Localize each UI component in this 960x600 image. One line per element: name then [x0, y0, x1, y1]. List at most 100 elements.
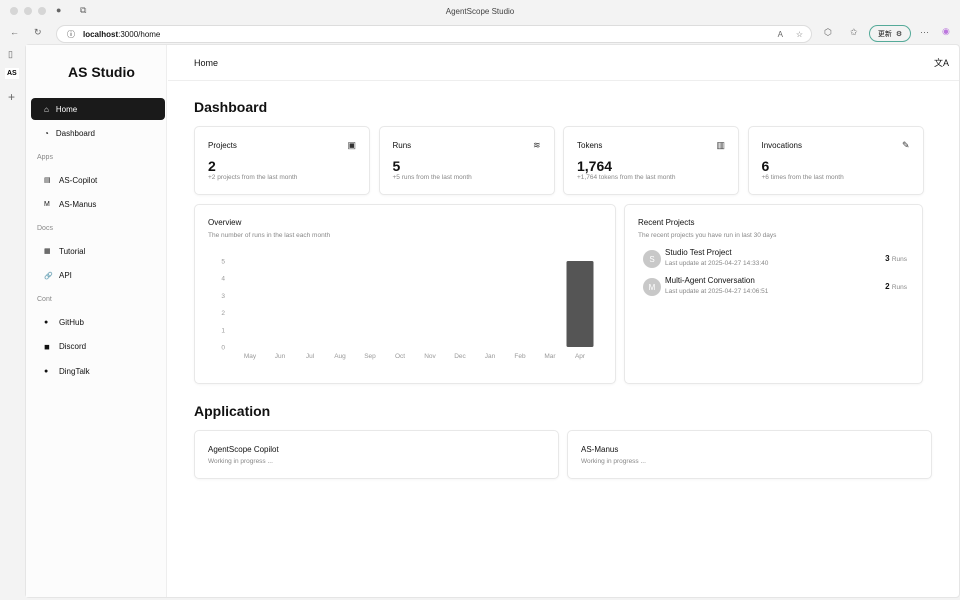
logo: AS Studio	[68, 64, 135, 80]
application-card[interactable]: AS-Manus Working in progress ...	[567, 430, 932, 479]
tab-favicon[interactable]: AS	[5, 68, 19, 79]
page-title: Home	[194, 57, 219, 68]
recent-projects-card: Recent Projects The recent projects you …	[624, 204, 923, 384]
recent-project-item[interactable]: S Studio Test Project Last update at 2025-…	[643, 247, 907, 271]
more-icon[interactable]: ⋯	[920, 27, 929, 37]
browser-toolbar: ← ↻ ⓘ localhost:3000/home ☆ A ⬡ ✩ 更新 ⚙ ⋯ …	[0, 22, 960, 44]
sidebar-item-as-manus[interactable]: M AS-Manus	[44, 200, 97, 209]
sidebar-item-dashboard[interactable]: ◔ Dashboard	[44, 129, 95, 138]
x-tick-label: Jan	[485, 353, 496, 360]
x-tick-label: Sep	[364, 353, 376, 360]
main-content: Home 文A Dashboard Projects ▣ 2 +2 projects …	[168, 45, 959, 597]
copilot-icon: ▤	[44, 177, 51, 184]
app-window: AS Studio ⌂ Home ◔ Dashboard Apps ▤ AS-Copilot…	[25, 44, 960, 598]
sidebar-section-title: Cont	[37, 296, 52, 303]
extensions-icon[interactable]: ⬡	[824, 27, 832, 37]
read-aloud-icon[interactable]: A	[777, 29, 783, 39]
copilot-browser-icon[interactable]: ◉	[942, 26, 950, 36]
stat-value: 6	[761, 158, 770, 174]
translate-icon[interactable]: 文A	[933, 58, 949, 68]
page-header: Home 文A	[168, 45, 959, 81]
recent-subtitle: The recent projects you have run in last…	[638, 232, 777, 239]
overview-card: Overview The number of runs in the last …	[194, 204, 616, 384]
back-icon[interactable]: ←	[10, 27, 19, 37]
application-title: Application	[194, 403, 271, 419]
x-tick-label: Aug	[334, 353, 346, 360]
favorite-icon[interactable]: ☆	[795, 29, 803, 39]
y-tick-label: 0	[221, 345, 225, 352]
manus-icon: M	[44, 201, 50, 208]
update-button[interactable]: 更新 ⚙	[869, 25, 911, 42]
stat-value: 2	[208, 158, 216, 174]
stat-value: 5	[392, 158, 401, 174]
sidebar-item-tutorial[interactable]: ▦ Tutorial	[44, 246, 86, 256]
avatar: S	[643, 250, 661, 268]
link-icon: 🔗	[44, 272, 53, 280]
runs-bar-chart: 0 1 2 3 4 5 May Jun Jul Aug Sep Oct Nov Dec Jan Feb Mar A…	[221, 259, 594, 360]
recent-title: Recent Projects	[638, 218, 695, 227]
sidebar-item-as-copilot[interactable]: ▤ AS-Copilot	[44, 175, 98, 185]
sidebar-section-title: Apps	[37, 154, 53, 161]
profile-icon[interactable]: ●	[56, 5, 62, 15]
stat-card-projects: Projects ▣ 2 +2 projects from the last mont…	[194, 126, 370, 195]
layers-icon: ≋	[532, 140, 541, 150]
x-tick-label: Jun	[275, 353, 286, 360]
tabs-icon[interactable]: ⧉	[80, 5, 87, 15]
overview-subtitle: The number of runs in the last each mont…	[208, 232, 331, 239]
y-tick-label: 2	[221, 310, 225, 317]
sidebar-item-github[interactable]: ● GitHub	[44, 317, 84, 327]
sidebar-nav: ⌂ Home ◔ Dashboard Apps ▤ AS-Copilot M AS-Manus D…	[31, 98, 165, 385]
sidebar: AS Studio ⌂ Home ◔ Dashboard Apps ▤ AS-Copilot…	[26, 45, 167, 597]
application-card[interactable]: AgentScope Copilot Working in progress ..…	[194, 430, 559, 479]
recent-project-item[interactable]: M Multi-Agent Conversation Last update at …	[643, 275, 907, 299]
window-titlebar: ● ⧉ AgentScope Studio	[0, 0, 960, 22]
sidebar-section-title: Docs	[37, 225, 53, 232]
archive-icon: ▣	[347, 140, 356, 150]
stat-card-runs: Runs ≋ 5 +5 runs from the last month	[378, 126, 555, 195]
x-tick-label: Mar	[544, 353, 556, 360]
dingtalk-icon: ●	[44, 367, 49, 375]
x-tick-label: Nov	[424, 353, 436, 360]
stat-subtitle: +6 times from the last month	[761, 174, 844, 181]
discord-icon: ◼	[44, 343, 50, 351]
x-tick-label: Oct	[395, 353, 405, 360]
book-icon: ▦	[44, 248, 51, 255]
vertical-tab-strip: ▯ AS +	[0, 44, 25, 600]
home-icon: ⌂	[44, 104, 49, 114]
x-tick-label: Dec	[454, 353, 466, 360]
x-tick-label: May	[244, 353, 257, 360]
info-icon[interactable]: ⓘ	[67, 29, 75, 39]
stat-subtitle: +1,764 tokens from the last month	[577, 174, 676, 181]
overview-title: Overview	[208, 218, 242, 227]
sidebar-item-home[interactable]: ⌂ Home	[31, 98, 165, 120]
run-count: 2 Runs	[885, 282, 907, 291]
stat-card-tokens: Tokens ▥ 1,764 +1,764 tokens from the last …	[563, 126, 739, 195]
y-tick-label: 5	[221, 259, 225, 266]
sidebar-toggle-icon[interactable]: ▯	[8, 49, 13, 59]
stat-card-invocations: Invocations ✎ 6 +6 times from the last mont…	[747, 126, 924, 195]
stat-subtitle: +2 projects from the last month	[208, 174, 298, 181]
x-tick-label: Apr	[575, 353, 586, 360]
favorites-icon[interactable]: ✩	[850, 27, 858, 37]
sidebar-item-api[interactable]: 🔗 API	[44, 271, 72, 280]
bar-apr	[566, 261, 594, 347]
run-count: 3 Runs	[885, 254, 907, 263]
y-tick-label: 1	[221, 327, 225, 334]
stat-value: 1,764	[577, 158, 613, 174]
avatar: M	[643, 278, 661, 296]
stat-subtitle: +5 runs from the last month	[392, 174, 472, 181]
window-controls[interactable]	[10, 7, 46, 15]
x-tick-label: Jul	[306, 353, 315, 360]
github-icon: ●	[44, 318, 49, 326]
sidebar-item-discord[interactable]: ◼ Discord	[44, 342, 87, 351]
x-tick-label: Feb	[514, 353, 526, 360]
sidebar-item-dingtalk[interactable]: ● DingTalk	[44, 366, 90, 376]
y-tick-label: 4	[221, 276, 225, 283]
gauge-icon: ◔	[44, 129, 49, 138]
address-bar[interactable]: ⓘ localhost:3000/home ☆ A	[56, 25, 812, 43]
reload-icon[interactable]: ↻	[34, 27, 42, 37]
pen-icon: ✎	[901, 140, 910, 150]
y-tick-label: 3	[221, 293, 225, 300]
window-title: AgentScope Studio	[445, 7, 515, 16]
new-tab-icon[interactable]: +	[8, 90, 16, 104]
